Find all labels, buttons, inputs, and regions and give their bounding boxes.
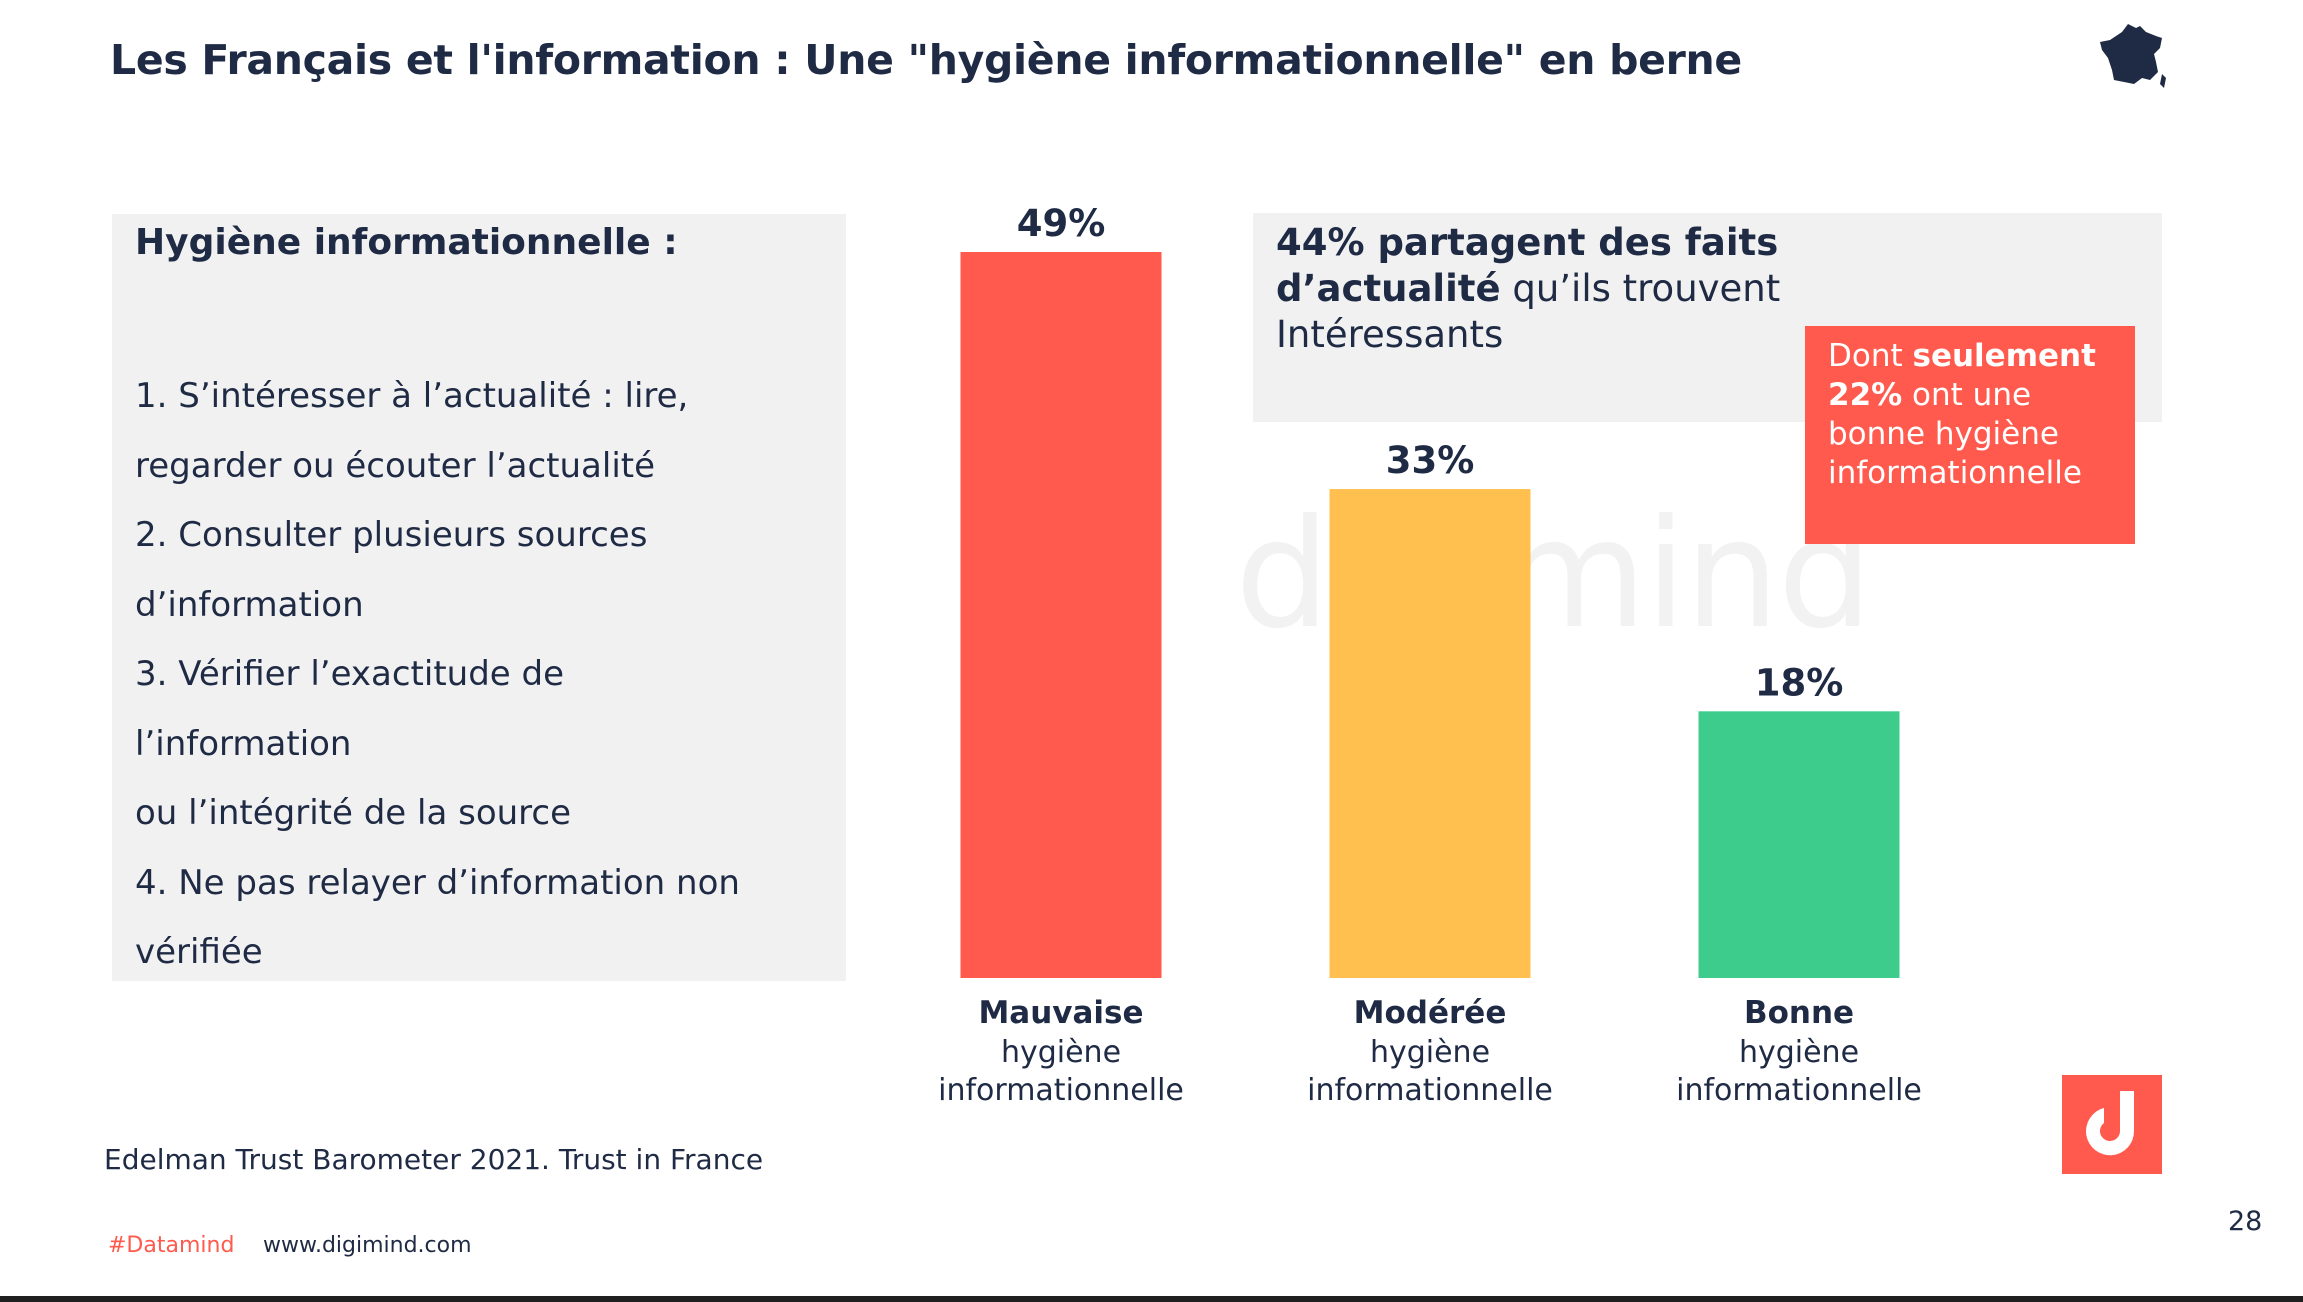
category-sublabel: informationnelle [938,1073,1184,1108]
definition-line: l’information [135,723,352,764]
digimind-logo-icon [2062,1075,2162,1174]
bar-value-label: 49% [1017,202,1106,245]
definition-line: 3. Vérifier l’exactitude de [135,654,565,694]
callout-box [1805,326,2135,544]
share-text: 44% partagent des faits d’actualité qu’i… [1276,220,1916,358]
share-text-rest: qu’ils trouvent Intéressants [1276,267,1781,356]
category-sublabel: hygiène [1001,1035,1121,1070]
slide-title: Les Français et l'information : Une "hyg… [110,36,1742,84]
definition-list: 1. S’intéresser à l’actualité : lire, re… [135,362,835,988]
bar-1 [960,252,1162,978]
category-sublabel: hygiène [1739,1035,1859,1070]
category-label: Modérée [1354,995,1507,1031]
definition-line: 2. Consulter plusieurs sources [135,515,648,555]
definition-heading: Hygiène informationnelle : [135,222,678,263]
bar-3 [1698,711,1900,978]
category-sublabel: hygiène [1370,1035,1490,1070]
definition-line: 1. S’intéresser à l’actualité : lire, [135,376,689,416]
definition-line: regarder ou écouter l’actualité [135,445,656,486]
category-sublabel: informationnelle [1307,1073,1553,1108]
definition-line: 4. Ne pas relayer d’information non [135,862,740,903]
bottom-border [0,1296,2303,1302]
definition-box [112,214,846,981]
share-text-bold: 44% partagent des faits d’actualité [1276,221,1779,310]
definition-line: vérifiée [135,932,263,972]
callout-rest: ont une bonne hygiène informationnelle [1828,377,2082,491]
france-map-icon [2100,24,2166,88]
definition-line: d’information [135,584,364,625]
callout-text: Dont seulement 22% ont une bonne hygiène… [1828,337,2128,493]
category-label: Bonne [1744,995,1854,1031]
definition-line: ou l’intégrité de la source [135,793,572,833]
category-sublabel: informationnelle [1676,1073,1922,1108]
page-number: 28 [2228,1206,2263,1237]
callout-bold: seulement 22% [1828,338,2096,413]
footer-website-link[interactable]: www.digimind.com [263,1233,472,1258]
bar-value-label: 18% [1755,661,1844,704]
source-note: Edelman Trust Barometer 2021. Trust in F… [104,1143,764,1176]
callout-prefix: Dont [1828,338,1913,374]
footer-hashtag: #Datamind [108,1233,235,1258]
bar-value-label: 33% [1386,439,1475,482]
category-label: Mauvaise [978,995,1143,1031]
bar-2 [1329,489,1531,978]
